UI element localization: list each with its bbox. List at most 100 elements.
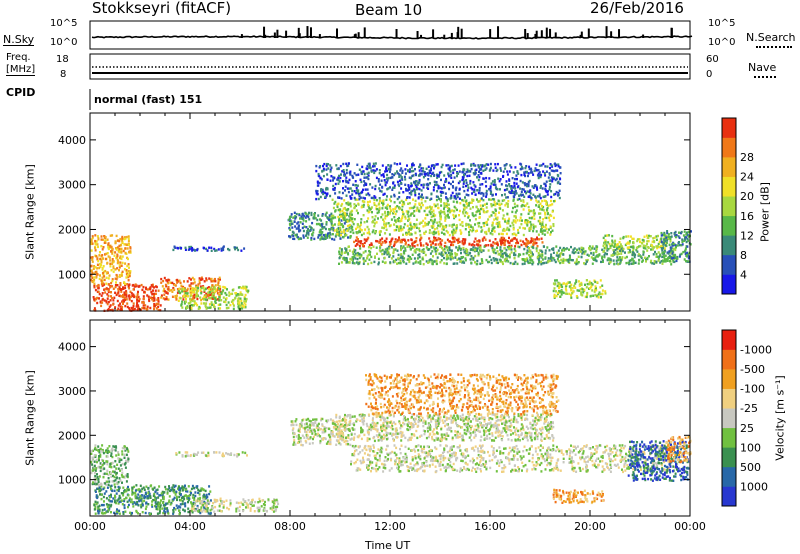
data-cell: [104, 269, 107, 273]
data-cell: [151, 505, 154, 508]
data-cell: [107, 243, 110, 246]
data-cell: [544, 252, 547, 255]
data-cell: [200, 278, 202, 281]
data-cell: [396, 249, 399, 252]
data-cell: [97, 259, 100, 263]
data-cell: [474, 248, 477, 252]
data-cell: [456, 174, 458, 178]
data-cell: [449, 240, 451, 243]
data-cell: [419, 207, 422, 210]
data-cell: [312, 231, 315, 234]
data-cell: [600, 260, 602, 264]
data-cell: [495, 222, 498, 225]
data-cell: [540, 184, 542, 188]
data-cell: [464, 196, 466, 199]
data-cell: [581, 252, 584, 255]
data-cell: [161, 285, 164, 288]
data-cell: [368, 258, 371, 261]
data-cell: [463, 180, 465, 183]
data-cell: [312, 228, 315, 231]
data-cell: [356, 254, 359, 257]
data-cell: [670, 232, 673, 235]
data-cell: [437, 195, 439, 199]
data-cell: [523, 258, 526, 261]
data-cell: [503, 229, 506, 232]
data-cell: [340, 173, 342, 176]
data-cell: [534, 225, 537, 228]
data-cell: [357, 211, 359, 215]
data-cell: [101, 254, 104, 257]
data-cell: [409, 228, 412, 231]
data-cell: [110, 250, 113, 253]
data-cell: [535, 249, 538, 253]
data-cell: [367, 174, 370, 177]
data-cell: [506, 245, 509, 249]
data-cell: [539, 212, 542, 215]
data-cell: [428, 221, 431, 224]
data-cell: [351, 193, 354, 196]
data-cell: [90, 238, 93, 241]
data-cell: [428, 231, 431, 235]
data-cell: [339, 237, 342, 240]
data-cell: [117, 498, 120, 501]
data-cell: [393, 193, 396, 197]
data-cell: [307, 231, 310, 235]
data-cell: [517, 255, 520, 258]
data-cell: [480, 230, 483, 233]
data-cell: [513, 185, 516, 188]
data-cell: [184, 291, 187, 295]
data-cell: [468, 252, 471, 255]
data-cell: [663, 247, 666, 250]
data-cell: [559, 182, 562, 185]
data-cell: [457, 164, 460, 167]
data-cell: [478, 189, 481, 192]
data-cell: [529, 192, 532, 195]
data-cell: [625, 235, 628, 238]
data-cell: [510, 189, 513, 192]
data-cell: [311, 233, 313, 236]
data-cell: [103, 278, 106, 282]
data-cell: [506, 173, 509, 176]
data-cell: [97, 512, 100, 515]
data-cell: [435, 195, 438, 198]
freq-unit-label: [MHz]: [6, 64, 36, 76]
data-cell: [413, 181, 416, 184]
data-cell: [122, 249, 125, 253]
data-cell: [434, 204, 437, 207]
data-cell: [211, 288, 214, 291]
data-cell: [225, 303, 228, 307]
data-cell: [488, 169, 491, 172]
data-cell: [420, 244, 422, 247]
data-cell: [131, 502, 134, 505]
data-cell: [359, 196, 362, 199]
data-cell: [449, 258, 452, 261]
data-cell: [400, 219, 403, 222]
data-cell: [518, 245, 521, 249]
data-cell: [228, 248, 231, 252]
data-cell: [350, 219, 353, 222]
data-cell: [570, 245, 572, 249]
data-cell: [445, 245, 448, 248]
data-cell: [469, 179, 472, 183]
data-cell: [569, 286, 572, 289]
data-cell: [548, 216, 550, 219]
data-cell: [574, 251, 577, 254]
data-cell: [127, 275, 130, 279]
data-cell: [355, 236, 358, 239]
data-cell: [528, 241, 531, 245]
data-cell: [406, 258, 409, 261]
data-cell: [338, 250, 341, 253]
data-cell: [191, 304, 194, 307]
data-cell: [483, 165, 485, 168]
data-cell: [173, 283, 176, 287]
data-cell: [636, 250, 639, 253]
data-cell: [585, 286, 588, 289]
data-cell: [527, 261, 530, 265]
data-cell: [446, 214, 449, 217]
data-cell: [536, 195, 539, 198]
data-cell: [617, 263, 620, 266]
data-cell: [159, 505, 162, 508]
data-cell: [134, 285, 137, 288]
data-cell: [119, 496, 122, 500]
data-cell: [486, 223, 489, 226]
